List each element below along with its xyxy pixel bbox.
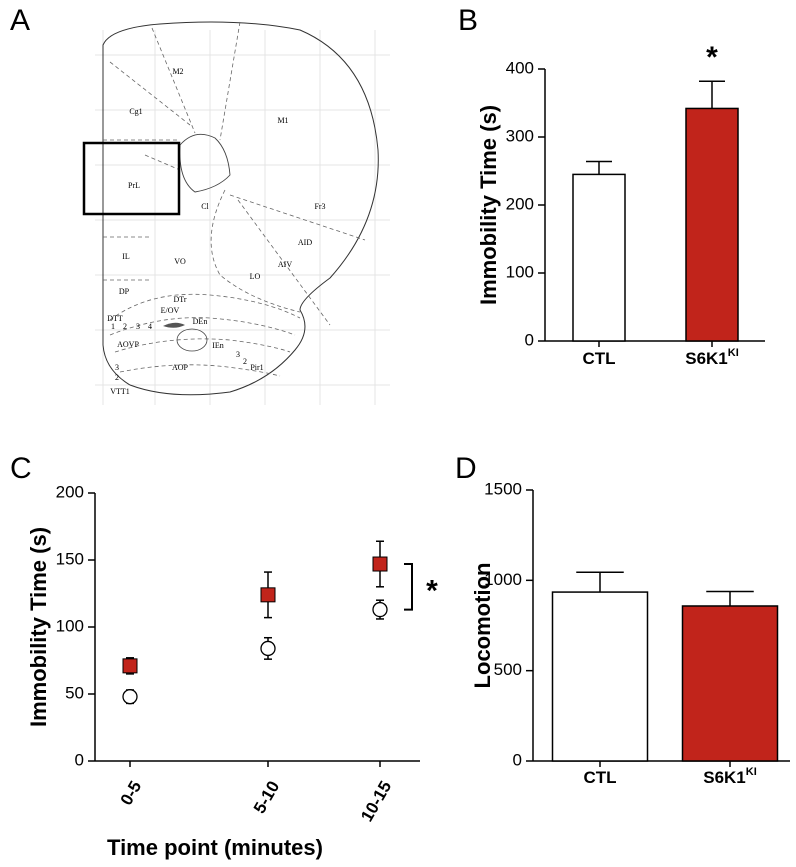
atlas-label: 1: [111, 322, 115, 331]
atlas-label: AID: [298, 238, 312, 247]
y-tick-label: 200: [506, 194, 534, 213]
marker: [372, 601, 388, 618]
y-tick-label: 0: [75, 750, 84, 769]
atlas-label: DP: [119, 287, 130, 296]
atlas-aon: [176, 328, 208, 352]
atlas-label: 4: [148, 322, 152, 331]
y-tick-label: 1000: [484, 570, 522, 589]
atlas-label: DTT: [107, 314, 123, 323]
atlas-olfactory: [109, 293, 301, 377]
y-tick-label: 500: [494, 660, 522, 679]
significance-bracket: [404, 563, 413, 611]
atlas-label: AIV: [278, 260, 292, 269]
atlas-label: M1: [277, 116, 288, 125]
y-tick-label: 0: [525, 330, 534, 349]
atlas-label: 3: [115, 363, 119, 372]
atlas-label: 2: [243, 357, 247, 366]
atlas-label: 2: [115, 373, 119, 382]
atlas-label: 3: [236, 350, 240, 359]
y-tick-label: 100: [56, 616, 84, 635]
bar: [572, 173, 626, 342]
bar: [681, 605, 779, 762]
bar: [685, 107, 739, 342]
atlas-label: 2: [123, 322, 127, 331]
atlas-ventricle: [179, 133, 231, 193]
atlas-boundary: [103, 21, 366, 326]
panel-label: D: [455, 452, 477, 485]
y-tick-label: 400: [506, 58, 534, 77]
atlas-label: E/OV: [161, 306, 180, 315]
roi-box: [82, 141, 181, 216]
atlas-outline: [102, 21, 379, 396]
marker: [260, 640, 276, 657]
x-tick-label: 10-15: [357, 778, 395, 825]
bar: [551, 591, 649, 762]
marker: [122, 689, 138, 705]
category-superscript: KI: [728, 347, 739, 359]
x-tick-label: S6K1KI: [685, 347, 739, 369]
atlas-label: Cl: [201, 202, 209, 211]
atlas-labels: M2 Cg1 M1 PrL Cl Fr3 AID AIV LO VO IL DP DTr E/OV DEn D…: [107, 67, 325, 396]
atlas-diagram: A M2 Cg1 M1 PrL Cl Fr3 AID AIV LO VO IL DP DTr E/OV DE…: [10, 4, 390, 405]
category-name: S6K1: [703, 768, 746, 787]
atlas-label: VTT1: [110, 387, 130, 396]
y-tick-label: 300: [506, 126, 534, 145]
y-tick-label: 0: [513, 750, 522, 769]
significance: *: [426, 575, 438, 608]
atlas-label: 3: [136, 322, 140, 331]
atlas-label: LO: [250, 272, 261, 281]
y-tick-label: 50: [65, 683, 84, 702]
atlas-label: AOP: [172, 363, 189, 372]
x-tick-label: 0-5: [117, 778, 146, 809]
y-tick-label: 200: [56, 482, 84, 501]
y-tick-label: 1500: [484, 479, 522, 498]
x-tick-label: S6K1KI: [703, 766, 757, 788]
atlas-grid: [95, 30, 390, 405]
category-name: S6K1: [685, 349, 728, 368]
x-tick-label: CTL: [583, 768, 616, 787]
marker: [122, 658, 138, 674]
significance: *: [706, 41, 718, 74]
y-axis-label: Locomotion: [470, 563, 495, 689]
atlas-label: PrL: [128, 181, 140, 190]
category-name: CTL: [582, 349, 615, 368]
panel-label: B: [458, 4, 478, 37]
atlas-label: DEn: [193, 317, 208, 326]
marker: [260, 587, 276, 603]
y-axis-label: Immobility Time (s): [26, 527, 51, 727]
atlas-marker: [163, 322, 185, 328]
y-axis-label: Immobility Time (s): [476, 105, 501, 305]
x-tick-label: CTL: [582, 349, 615, 368]
panel-label: A: [10, 4, 30, 37]
y-tick-label: 150: [56, 549, 84, 568]
atlas-label: IL: [122, 252, 130, 261]
x-axis-label: Time point (minutes): [107, 835, 323, 860]
atlas-label: DTr: [173, 295, 186, 304]
category-name: CTL: [583, 768, 616, 787]
y-tick-label: 100: [506, 262, 534, 281]
atlas-label: Cg1: [129, 107, 142, 116]
atlas-label: IEn: [212, 341, 224, 350]
atlas-label: AOVP: [117, 340, 139, 349]
category-superscript: KI: [746, 766, 757, 778]
panel-label: C: [10, 452, 32, 485]
atlas-label: VO: [174, 257, 186, 266]
atlas-label: Fr3: [314, 202, 325, 211]
marker: [372, 556, 388, 572]
atlas-label: Pir1: [250, 363, 263, 372]
atlas-label: M2: [172, 67, 183, 76]
x-tick-label: 5-10: [250, 778, 283, 817]
